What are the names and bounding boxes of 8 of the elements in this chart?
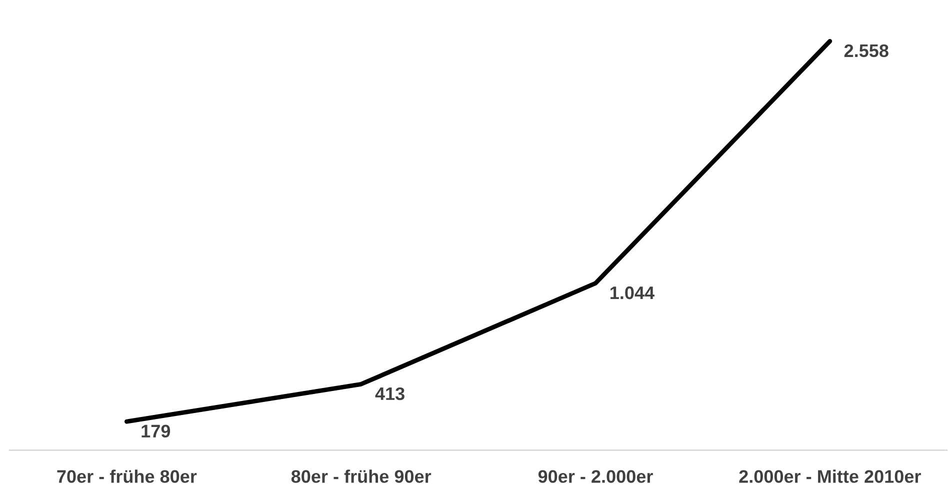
x-tick-label: 2.000er - Mitte 2010er [739, 470, 921, 483]
x-tick-label: 70er - frühe 80er [57, 470, 197, 483]
x-tick-label: 80er - frühe 90er [291, 470, 432, 483]
x-tick-label: 90er - 2.000er [538, 470, 653, 483]
data-label: 1.044 [610, 286, 654, 300]
data-label: 413 [375, 387, 404, 400]
data-label: 2.558 [844, 44, 888, 58]
data-label: 179 [142, 424, 170, 438]
